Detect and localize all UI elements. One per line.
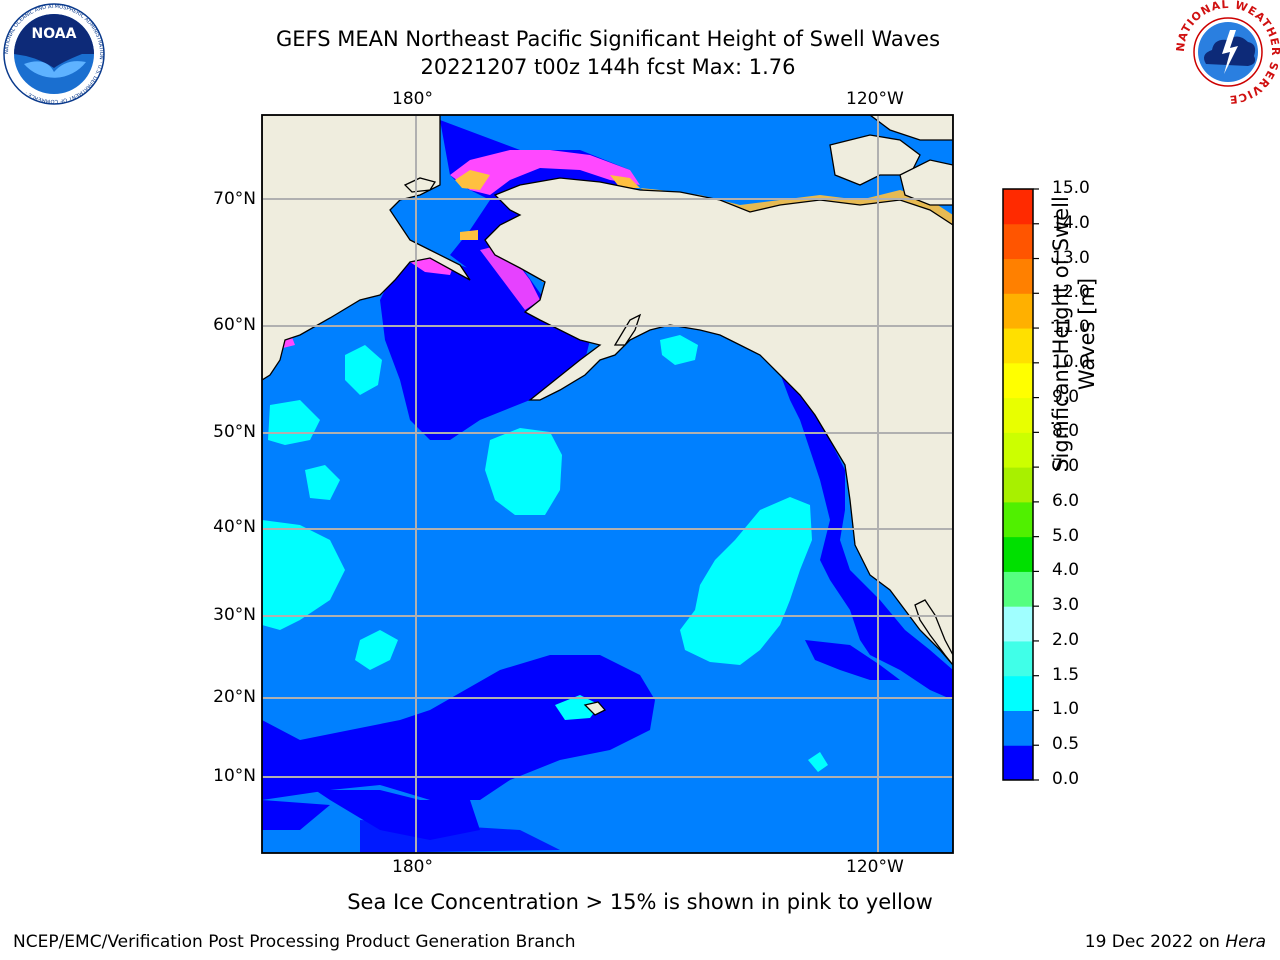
colorbar-tick-label: 3.0 xyxy=(1052,595,1080,616)
footer-date-text: 19 Dec 2022 on xyxy=(1084,932,1226,952)
colorbar-tick-label: 14.0 xyxy=(1052,212,1090,233)
colorbar-tick-label: 4.0 xyxy=(1052,560,1080,581)
land-masses xyxy=(262,115,953,716)
colorbar-segment xyxy=(1003,293,1033,329)
colorbar-segment xyxy=(1003,432,1033,468)
graticule xyxy=(262,115,953,853)
colorbar-tick-label: 6.0 xyxy=(1052,490,1080,511)
colorbar-segment xyxy=(1003,536,1033,572)
colorbar-tick-label: 0.0 xyxy=(1052,769,1080,789)
colorbar-segment xyxy=(1003,467,1033,503)
footer-host: Hera xyxy=(1225,932,1266,952)
colorbar-segment xyxy=(1003,223,1033,260)
colorbar-segment xyxy=(1003,397,1033,433)
colorbar-segment xyxy=(1003,606,1033,642)
lon-label-bottom-180: 180° xyxy=(392,857,433,877)
colorbar-tick-label: 5.0 xyxy=(1052,525,1080,546)
colorbar-tick-label: 12.0 xyxy=(1052,282,1090,303)
colorbar-tick-label: 0.5 xyxy=(1052,734,1080,755)
colorbar-frame xyxy=(1002,188,1034,781)
lon-label-top-120w: 120°W xyxy=(846,89,904,109)
lat-label-10n: 10°N xyxy=(213,766,256,786)
lon-label-top-180: 180° xyxy=(392,89,433,109)
map-frame xyxy=(261,114,954,854)
lat-label-40n: 40°N xyxy=(213,517,256,537)
lat-label-70n: 70°N xyxy=(213,189,256,209)
colorbar-tick-label: 8.0 xyxy=(1052,421,1080,442)
colorbar-segment xyxy=(1003,640,1033,677)
colorbar-tick-label: 7.0 xyxy=(1052,456,1080,477)
colorbar-tick-label: 9.0 xyxy=(1052,386,1080,407)
lat-label-20n: 20°N xyxy=(213,687,256,707)
lat-label-30n: 30°N xyxy=(213,605,256,625)
colorbar-segment xyxy=(1003,501,1033,538)
lon-label-bottom-120w: 120°W xyxy=(846,857,904,877)
chart-subtitle: 20221207 t00z 144h fcst Max: 1.76 xyxy=(420,55,796,79)
chart-title: GEFS MEAN Northeast Pacific Significant … xyxy=(275,27,941,51)
colorbar-tick-label: 1.5 xyxy=(1052,664,1080,685)
svg-text:NOAA: NOAA xyxy=(32,26,77,42)
nws-logo-icon: NATIONAL WEATHER SERVICE xyxy=(1176,0,1280,104)
colorbar-tick-label: 2.0 xyxy=(1052,629,1080,650)
colorbar-segment xyxy=(1003,189,1033,225)
low-swell-regions xyxy=(262,120,953,853)
colorbar-tick-label: 11.0 xyxy=(1052,317,1090,338)
footer-date: 19 Dec 2022 on Hera xyxy=(1085,932,1266,952)
colorbar-tick-label: 15.0 xyxy=(1052,178,1090,198)
colorbar-segment xyxy=(1003,745,1033,781)
colorbar-segment xyxy=(1003,362,1033,399)
lat-label-50n: 50°N xyxy=(213,422,256,442)
colorbar-label: Significant Height of Swell Waves [m] xyxy=(1049,196,1099,472)
colorbar-segment xyxy=(1003,328,1033,364)
noaa-logo-icon: NOAA NATIONAL OCEANIC AND ATMOSPHERIC AD… xyxy=(3,3,105,105)
sea-ice-note: Sea Ice Concentration > 15% is shown in … xyxy=(347,890,933,914)
colorbar xyxy=(1003,189,1033,781)
colorbar-tick-label: 10.0 xyxy=(1052,351,1090,372)
colorbar-tick-label: 13.0 xyxy=(1052,247,1090,268)
colorbar-segment xyxy=(1003,571,1033,607)
colorbar-tick-label: 1.0 xyxy=(1052,699,1080,720)
lat-label-60n: 60°N xyxy=(213,315,256,335)
colorbar-segment xyxy=(1003,710,1033,746)
footer-credit: NCEP/EMC/Verification Post Processing Pr… xyxy=(13,932,576,952)
colorbar-segment xyxy=(1003,675,1033,711)
colorbar-segment xyxy=(1003,258,1033,294)
